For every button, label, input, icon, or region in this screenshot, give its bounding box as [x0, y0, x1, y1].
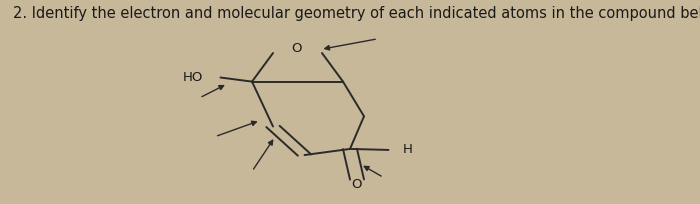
Text: 2. Identify the electron and molecular geometry of each indicated atoms in the c: 2. Identify the electron and molecular g… [13, 6, 700, 21]
Text: HO: HO [183, 71, 203, 84]
Text: O: O [290, 42, 301, 55]
Text: H: H [403, 143, 413, 156]
Text: O: O [351, 178, 362, 191]
